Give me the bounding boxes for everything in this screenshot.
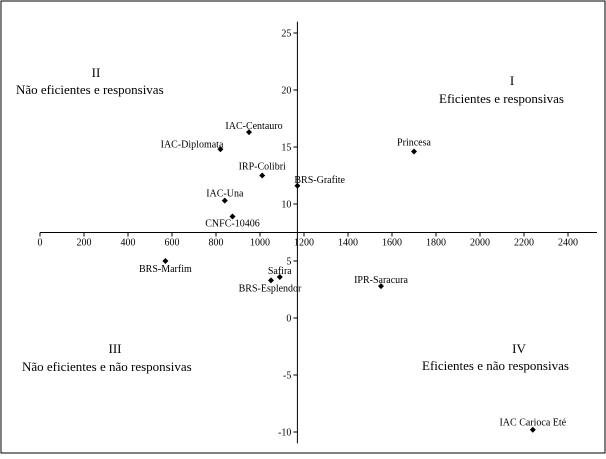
y-tick-label: -5	[283, 371, 291, 382]
y-tick-label: 20	[281, 86, 291, 97]
quadrant-1-numeral: I	[510, 73, 514, 88]
quadrant-1-text: Eficientes e responsivas	[439, 91, 564, 106]
x-tick-label: 1000	[250, 238, 270, 249]
data-point	[217, 146, 224, 153]
point-label: IAC-Diplomata	[161, 139, 224, 150]
x-tick-label: 2200	[514, 238, 534, 249]
y-tick-label: 25	[281, 29, 291, 40]
quadrant-4-text: Eficientes e não responsivas	[422, 358, 569, 373]
y-tick-label: 15	[281, 143, 291, 154]
x-tick-label: 200	[77, 238, 92, 249]
axes: 0 200 400 600 800 1000 1200 1400 1600 1800 2000 220…	[38, 21, 597, 444]
x-tick-label: 1400	[338, 238, 358, 249]
point-label: BRS-Esplendor	[239, 283, 302, 294]
quadrant-3-numeral: III	[109, 341, 122, 356]
data-point	[378, 283, 384, 290]
data-point	[294, 182, 301, 189]
x-tick-label: 1200	[294, 238, 314, 249]
point-label: BRS-Marfim	[139, 264, 192, 275]
x-tick-label: 0	[38, 238, 43, 249]
y-tick-label: 0	[286, 314, 291, 325]
y-tick-label: 10	[281, 200, 291, 211]
point-label: IAC-Una	[206, 189, 244, 200]
y-tick-label: -10	[278, 428, 291, 439]
quadrant-2-text: Não eficientes e responsivas	[16, 82, 164, 97]
x-tick-label: 400	[121, 238, 136, 249]
x-tick-label: 2400	[558, 238, 578, 249]
data-point	[411, 148, 417, 155]
x-tick-label: 1800	[426, 238, 446, 249]
x-tick-label: 2000	[470, 238, 490, 249]
point-label: Safira	[268, 266, 292, 277]
point-label: Princesa	[397, 138, 431, 149]
x-tick-label: 1600	[382, 238, 402, 249]
x-tick-label: 600	[165, 238, 180, 249]
data-point	[259, 172, 266, 179]
data-point	[229, 213, 236, 220]
point-label: IPR-Saracura	[354, 275, 408, 286]
data-point	[162, 258, 169, 264]
y-tick-label: 5	[286, 257, 291, 268]
point-label: IAC Carioca Eté	[499, 418, 566, 429]
x-tick-label: 800	[209, 238, 224, 249]
point-label: IAC-Centauro	[225, 121, 282, 132]
point-label: BRS-Grafite	[294, 175, 345, 186]
data-point	[529, 426, 536, 433]
data-point	[221, 197, 228, 204]
data-point	[276, 273, 283, 280]
quadrant-4-numeral: IV	[512, 341, 526, 356]
data-point	[268, 277, 274, 284]
quadrant-3-text: Não eficientes e não responsivas	[22, 359, 192, 374]
quadrant-2-numeral: II	[92, 65, 101, 80]
point-label: IRP-Colibri	[239, 162, 286, 173]
data-point	[246, 129, 252, 136]
point-label: CNFC-10406	[205, 219, 259, 230]
